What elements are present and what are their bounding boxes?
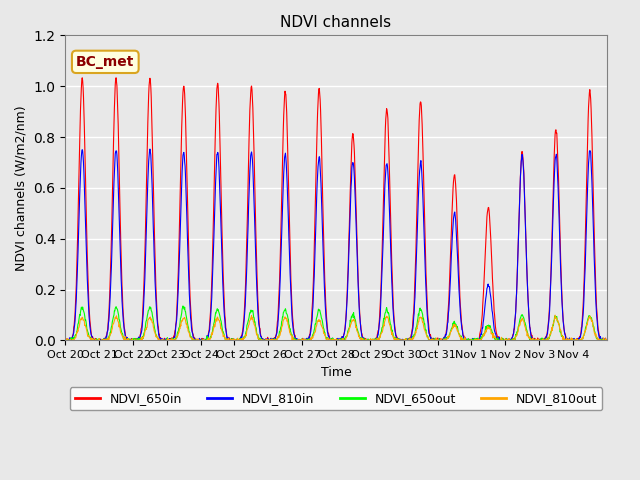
NDVI_650in	[88, 334, 96, 340]
NDVI_650out	[88, 336, 96, 341]
NDVI_810out	[603, 337, 611, 343]
NDVI_650in	[112, 75, 120, 81]
Text: BC_met: BC_met	[76, 55, 134, 69]
NDVI_650out	[353, 323, 360, 329]
NDVI_810in	[353, 249, 361, 255]
NDVI_810in	[88, 335, 96, 340]
NDVI_650out	[61, 337, 69, 343]
Line: NDVI_650in: NDVI_650in	[65, 78, 607, 340]
Line: NDVI_650out: NDVI_650out	[65, 306, 607, 340]
NDVI_810out	[61, 337, 69, 343]
NDVI_650out	[603, 337, 611, 343]
NDVI_810in	[455, 277, 463, 283]
NDVI_650in	[425, 325, 433, 331]
NDVI_810in	[356, 321, 364, 326]
Line: NDVI_810in: NDVI_810in	[65, 149, 607, 340]
NDVI_810out	[454, 328, 461, 334]
NDVI_810out	[356, 335, 364, 341]
NDVI_810in	[603, 336, 611, 342]
NDVI_650in	[356, 320, 364, 326]
NDVI_650in	[603, 337, 611, 343]
NDVI_810out	[424, 334, 432, 340]
Line: NDVI_810out: NDVI_810out	[65, 315, 607, 340]
NDVI_650out	[356, 336, 364, 341]
NDVI_650in	[455, 259, 463, 264]
NDVI_810in	[146, 146, 154, 152]
NDVI_810out	[551, 312, 559, 318]
NDVI_650in	[61, 337, 69, 343]
NDVI_650out	[454, 329, 462, 335]
NDVI_810out	[374, 337, 381, 343]
Title: NDVI channels: NDVI channels	[280, 15, 392, 30]
NDVI_650out	[374, 335, 382, 341]
Y-axis label: NDVI channels (W/m2/nm): NDVI channels (W/m2/nm)	[15, 105, 28, 271]
NDVI_810out	[352, 324, 360, 329]
NDVI_810in	[61, 337, 69, 343]
NDVI_810in	[62, 337, 70, 343]
X-axis label: Time: Time	[321, 366, 351, 379]
Legend: NDVI_650in, NDVI_810in, NDVI_650out, NDVI_810out: NDVI_650in, NDVI_810in, NDVI_650out, NDV…	[70, 387, 602, 410]
NDVI_650in	[353, 236, 361, 242]
NDVI_650in	[62, 337, 70, 343]
NDVI_810in	[375, 328, 383, 334]
NDVI_810out	[88, 337, 96, 343]
NDVI_810in	[425, 330, 433, 336]
NDVI_650in	[375, 327, 383, 333]
NDVI_650out	[179, 303, 187, 309]
NDVI_650out	[425, 337, 433, 343]
